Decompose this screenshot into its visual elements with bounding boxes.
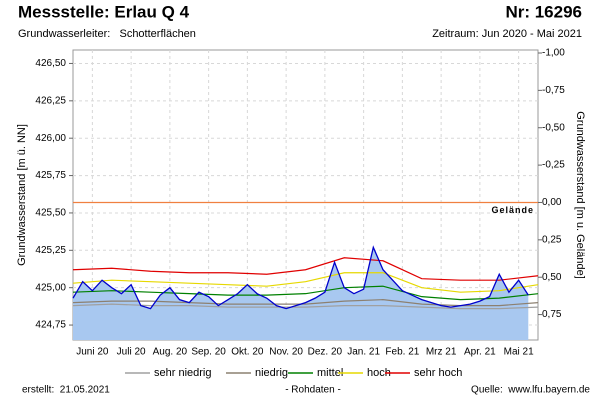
subtitle-left: Grundwasserleiter: Schotterflächen [18, 28, 196, 40]
x-tick-label: Dez. 20 [308, 347, 343, 358]
legend-label: hoch [367, 367, 391, 379]
reference-line [72, 257, 539, 281]
subtitle-right: Zeitraum: Jun 2020 - Mai 2021 [432, 28, 582, 40]
y2-axis-label: Grundwasserstand [m u. Gelände] [574, 111, 586, 279]
y-tick-label: 425,25 [35, 245, 66, 256]
y-tick-label: 424,75 [35, 320, 66, 331]
y2-tick-label: -0,25 [542, 160, 565, 171]
y-tick-label: 426,00 [35, 133, 66, 144]
ground-label: Gelände [491, 205, 534, 215]
y2-tick-label: 0,25 [542, 234, 562, 245]
y2-tick-label: 0,75 [542, 309, 562, 320]
measured-area [73, 247, 529, 340]
x-tick-label: Feb. 21 [385, 347, 419, 358]
y2-tick-label: 0,00 [542, 197, 562, 208]
plot-area [72, 49, 539, 341]
chart-title: Messstelle: Erlau Q 4 [18, 2, 190, 21]
y-tick-label: 425,50 [35, 208, 66, 219]
y-tick-label: 426,25 [35, 95, 66, 106]
x-tick-label: Juni 20 [76, 347, 109, 358]
x-tick-label: Aug. 20 [153, 347, 188, 358]
x-tick-label: Sep. 20 [191, 347, 226, 358]
x-tick-label: Juli 20 [117, 347, 146, 358]
x-tick-label: Apr. 21 [464, 347, 496, 358]
y2-tick-label: -0,50 [542, 122, 565, 133]
station-number: Nr: 16296 [505, 2, 582, 21]
measured-line [72, 245, 529, 310]
y2-tick-label: 0,50 [542, 272, 562, 283]
reference-line [72, 272, 539, 293]
y2-tick-label: -1,00 [542, 48, 565, 59]
y2-tick-label: -0,75 [542, 85, 565, 96]
y-tick-label: 425,75 [35, 170, 66, 181]
y-axis-label: Grundwasserstand [m ü. NN] [16, 124, 28, 266]
legend-label: sehr hoch [414, 367, 462, 379]
footer-left: erstellt: 21.05.2021 [22, 385, 110, 396]
x-tick-label: Mai 21 [504, 347, 534, 358]
y-tick-label: 426,50 [35, 58, 66, 69]
legend-label: sehr niedrig [154, 367, 211, 379]
reference-line [72, 285, 539, 301]
y-tick-label: 425,00 [35, 282, 66, 293]
reference-line [72, 303, 539, 310]
legend-label: niedrig [255, 367, 288, 379]
x-tick-label: Okt. 20 [231, 347, 264, 358]
legend-label: mittel [317, 367, 343, 379]
x-tick-label: Mrz 21 [426, 347, 457, 358]
footer-center: - Rohdaten - [285, 385, 341, 396]
x-tick-label: Jan. 21 [347, 347, 380, 358]
x-tick-label: Nov. 20 [269, 347, 303, 358]
footer-right: Quelle: www.lfu.bayern.de [471, 385, 590, 396]
